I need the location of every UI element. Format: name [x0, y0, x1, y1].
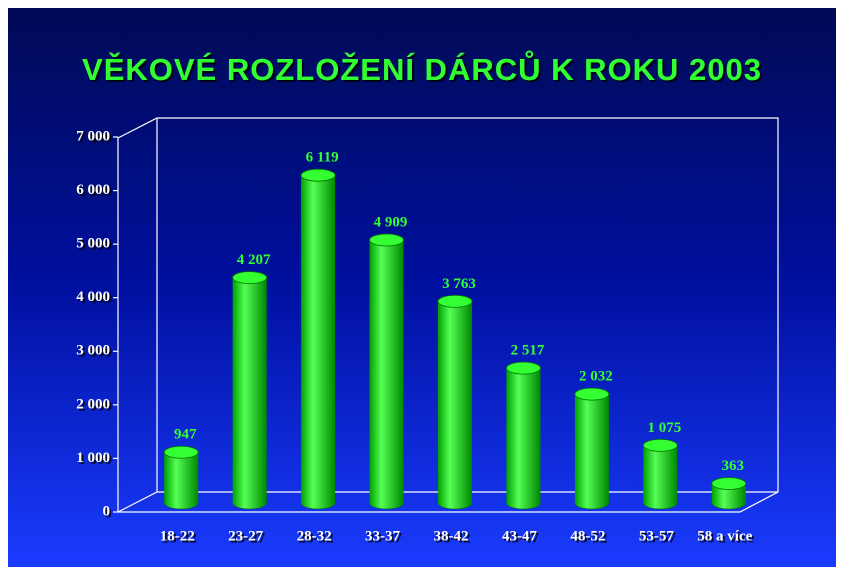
background — [8, 8, 836, 567]
chart-title: VĚKOVÉ ROZLOŽENÍ DÁRCŮ K ROKU 2003 — [82, 49, 762, 87]
x-tick-label: 43-47 — [502, 528, 537, 544]
value-label: 3 763 — [442, 276, 476, 292]
bar-part — [301, 175, 336, 504]
value-label: 363 — [722, 458, 745, 474]
y-tick-label: 0 — [103, 503, 111, 519]
x-tick-label: 58 a více — [697, 528, 752, 544]
bar-part — [232, 277, 267, 503]
bar — [232, 271, 268, 510]
bar-part — [643, 445, 678, 503]
bar-part — [163, 445, 199, 459]
bar — [437, 295, 473, 510]
y-tick-label: 7 000 — [76, 128, 110, 144]
axis-frame — [117, 117, 779, 513]
bar — [574, 387, 610, 510]
y-tick-label: 4 000 — [76, 289, 110, 305]
bar — [642, 439, 678, 510]
bar-part — [369, 240, 404, 503]
value-label: 2 032 — [579, 369, 613, 385]
y-tick-label: 5 000 — [76, 236, 110, 252]
bar-part — [437, 295, 473, 308]
y-tick-label: 1 000 — [76, 450, 110, 466]
bar-part — [164, 452, 199, 503]
value-label: 2 517 — [511, 343, 545, 359]
bar-part — [642, 439, 678, 452]
bar — [711, 477, 747, 510]
bar-part — [369, 233, 404, 247]
bar — [300, 168, 336, 510]
bar-part — [300, 168, 336, 182]
bar — [369, 233, 404, 510]
y-tick-label: 3 000 — [76, 343, 110, 359]
bar — [506, 361, 541, 510]
x-tick-label: 33-37 — [365, 528, 400, 544]
y-tick-label: 2 000 — [76, 396, 110, 412]
bar-part — [574, 394, 609, 503]
value-label: 1 075 — [647, 420, 681, 436]
bar-part — [506, 368, 541, 503]
x-tick-label: 28-32 — [297, 528, 332, 544]
value-label: 6 119 — [306, 150, 339, 166]
value-label: 947 — [174, 427, 197, 443]
x-tick-label: 18-22 — [160, 528, 195, 544]
value-label: 4 909 — [374, 214, 408, 230]
bar-part — [574, 387, 610, 401]
value-label: 4 207 — [237, 252, 271, 268]
x-tick-label: 23-27 — [228, 528, 263, 544]
bar-part — [232, 271, 268, 285]
bar-part — [711, 477, 747, 490]
x-tick-label: 38-42 — [434, 528, 469, 544]
bar-part — [438, 301, 472, 503]
x-tick-label: 48-52 — [570, 528, 605, 544]
bar-part — [506, 361, 541, 375]
y-tick-label: 6 000 — [76, 182, 110, 198]
x-tick-label: 53-57 — [639, 528, 674, 544]
bar — [163, 445, 199, 510]
